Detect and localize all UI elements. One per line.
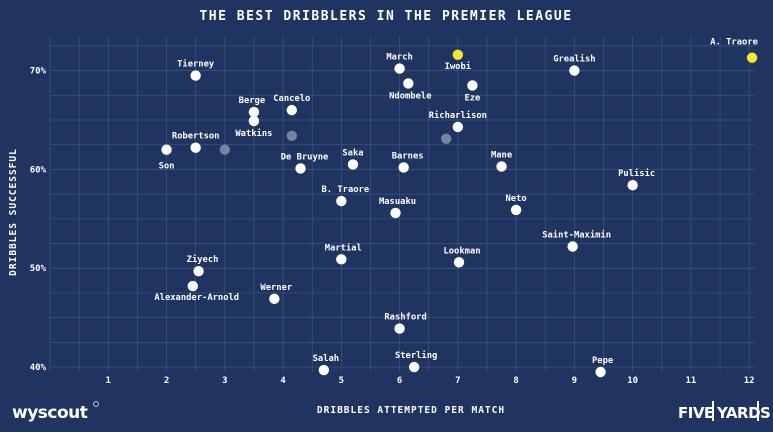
data-points	[161, 49, 758, 378]
point-unlabeled	[286, 130, 297, 142]
point-label: Berge	[239, 96, 265, 106]
point-pepe	[595, 366, 606, 378]
point-label: Pepe	[592, 356, 613, 366]
point-alexander-arnold	[187, 280, 198, 292]
point-martial	[336, 254, 347, 265]
point-neto	[510, 204, 522, 216]
point-robertson	[190, 142, 201, 153]
point-label: Richarlison	[429, 110, 487, 121]
grid-lines	[49, 36, 755, 372]
point-march	[394, 63, 405, 74]
y-tick-label: 70%	[30, 67, 47, 77]
point-labels: A. Traore Iwobi March Grealish Tierney Ndombe…	[154, 38, 758, 366]
point-werner	[269, 293, 280, 305]
point-label: Eze	[464, 93, 480, 103]
point-richarlison	[452, 121, 464, 133]
point-label: Tierney	[177, 59, 215, 70]
point-label: Iwobi	[445, 61, 471, 72]
point-barnes	[398, 162, 409, 173]
point-label: Ziyech	[187, 254, 219, 265]
point-label: Salah	[313, 354, 339, 364]
point-label: Watkins	[235, 128, 272, 139]
point-label: Neto	[506, 194, 527, 204]
point-pulisic	[627, 180, 638, 191]
point-masuaku	[390, 207, 401, 219]
point-iwobi	[452, 49, 464, 60]
x-tick-label: 7	[455, 376, 460, 386]
point-saint-maximin	[567, 241, 578, 252]
five-yards-logo-left: FIVE	[678, 404, 714, 422]
point-son	[161, 144, 172, 155]
point-label: March	[386, 53, 412, 63]
point-label: Masuaku	[379, 197, 416, 207]
x-tick-label: 6	[397, 376, 402, 386]
point-label: Cancelo	[273, 94, 310, 104]
x-axis-label: DRIBBLES ATTEMPTED PER MATCH	[317, 405, 505, 416]
point-label: Saka	[342, 148, 363, 158]
point-label: Werner	[260, 283, 292, 293]
point-b-traore	[336, 195, 347, 207]
point-sterling	[408, 361, 420, 373]
point-rashford	[394, 323, 405, 334]
wyscout-logo: wyscout	[12, 401, 99, 423]
five-yards-logo-box-right	[757, 401, 759, 421]
wyscout-logo-text: wyscout	[12, 403, 88, 423]
y-tick-label: 50%	[30, 264, 47, 274]
point-watkins	[248, 115, 260, 127]
point-de-bruyne	[295, 163, 306, 174]
x-tick-label: 4	[280, 376, 286, 386]
point-label: A. Traore	[710, 38, 758, 48]
chart-title: THE BEST DRIBBLERS IN THE PREMIER LEAGUE	[199, 9, 572, 24]
five-yards-logo-box	[712, 401, 714, 421]
x-tick-label: 2	[164, 376, 169, 386]
point-label: De Bruyne	[281, 152, 329, 162]
point-grealish	[569, 65, 580, 76]
point-label: Lookman	[443, 246, 480, 256]
y-tick-label: 60%	[30, 165, 47, 175]
y-tick-label: 40%	[30, 363, 47, 373]
point-label: Mane	[491, 150, 512, 160]
five-yards-logo-right: YARDS	[716, 404, 770, 422]
five-yards-logo: FIVE YARDS	[678, 401, 771, 422]
x-tick-label: 8	[513, 376, 518, 386]
wyscout-logo-mark	[93, 401, 99, 407]
point-ndombele	[403, 78, 414, 89]
point-eze	[467, 80, 478, 91]
point-label: Rashford	[384, 313, 426, 323]
point-label: Robertson	[172, 132, 220, 142]
point-label: B. Traore	[321, 185, 369, 195]
x-tick-label: 1	[106, 376, 111, 386]
point-label: Sterling	[395, 350, 437, 361]
x-tick-label: 3	[222, 376, 227, 386]
point-a-traore	[746, 52, 758, 63]
x-tick-label: 10	[627, 376, 638, 386]
point-salah	[318, 364, 330, 376]
point-cancelo	[286, 104, 297, 116]
x-tick-label: 12	[744, 376, 755, 386]
point-label: Barnes	[392, 151, 424, 161]
point-mane	[496, 161, 507, 172]
point-label: Ndombele	[389, 91, 431, 101]
point-label: Pulisic	[618, 168, 655, 179]
y-axis-label: DRIBBLES SUCCESSFUL	[8, 148, 19, 276]
point-label: Saint-Maximin	[542, 229, 611, 240]
x-tick-label: 9	[572, 376, 577, 386]
point-lookman	[453, 257, 465, 268]
point-unlabeled	[219, 144, 230, 155]
point-label: Grealish	[553, 54, 595, 65]
point-label: Martial	[325, 242, 362, 253]
point-unlabeled	[440, 133, 452, 144]
point-berge	[248, 106, 260, 118]
point-saka	[347, 159, 359, 170]
point-ziyech	[193, 266, 204, 277]
x-tick-label: 11	[685, 376, 696, 386]
point-label: Alexander-Arnold	[154, 293, 239, 303]
point-label: Son	[159, 162, 175, 172]
x-tick-label: 5	[339, 376, 344, 386]
point-tierney	[190, 70, 201, 81]
